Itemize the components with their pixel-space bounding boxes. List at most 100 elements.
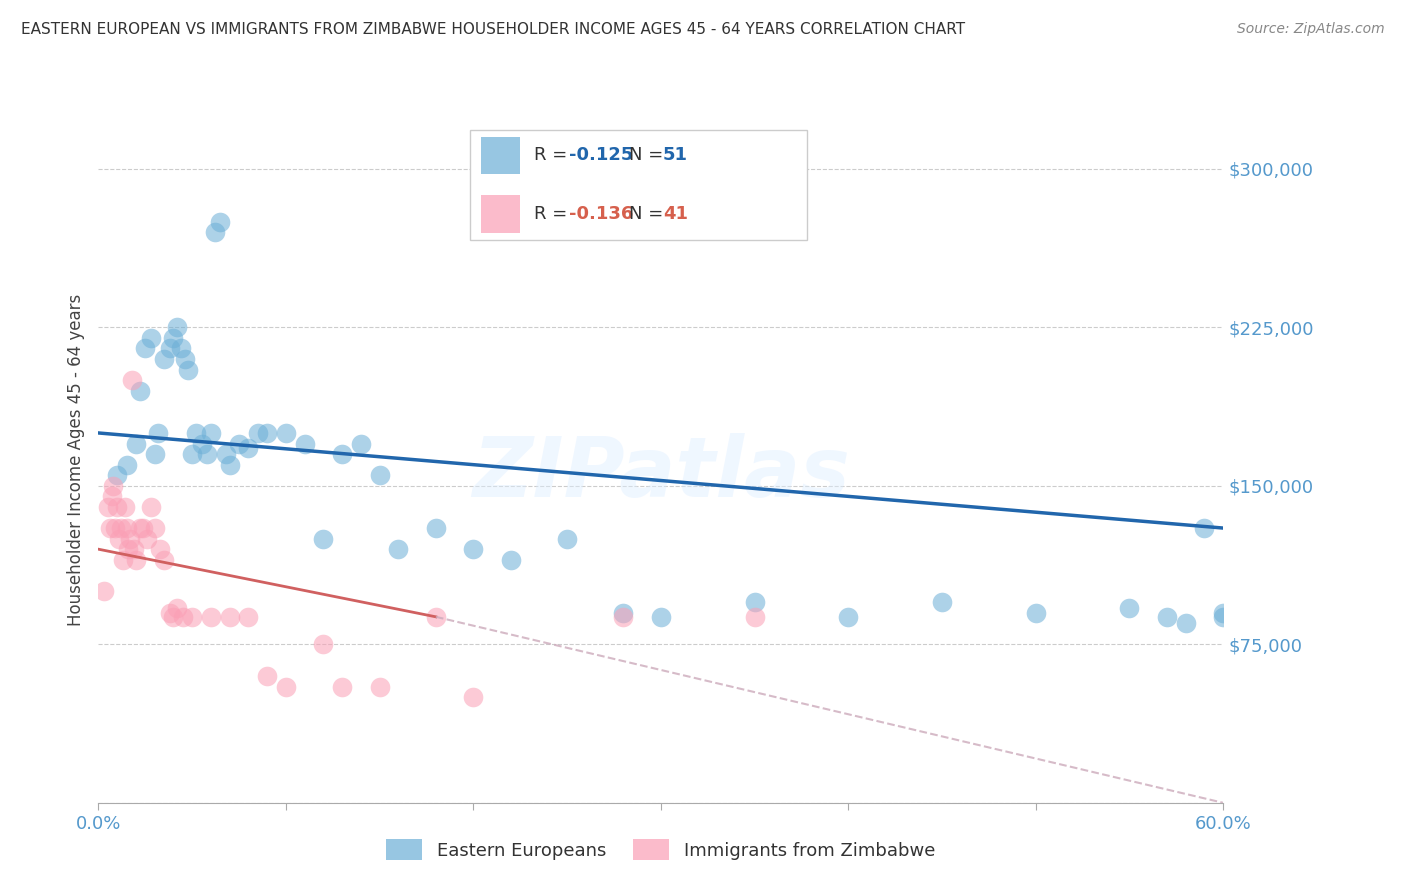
Point xyxy=(100,489,122,503)
Point xyxy=(110,521,132,535)
Point xyxy=(139,500,162,514)
Point xyxy=(159,606,181,620)
Point xyxy=(612,606,634,620)
Point xyxy=(218,610,240,624)
Point xyxy=(122,542,145,557)
Point xyxy=(166,320,188,334)
Point xyxy=(159,342,181,356)
Point xyxy=(228,436,250,450)
Point xyxy=(463,542,485,557)
Point xyxy=(368,468,391,483)
Point xyxy=(1212,606,1234,620)
Text: R =: R = xyxy=(534,146,572,164)
Point xyxy=(330,680,353,694)
Text: R =: R = xyxy=(534,205,572,223)
Point xyxy=(195,447,218,461)
Point xyxy=(108,532,131,546)
Point xyxy=(650,610,672,624)
Point xyxy=(98,521,121,535)
Point xyxy=(238,610,260,624)
Point xyxy=(162,610,184,624)
Point xyxy=(117,542,139,557)
Point xyxy=(153,351,176,366)
Point xyxy=(190,436,212,450)
Point xyxy=(148,425,170,440)
Point xyxy=(387,542,409,557)
Text: N =: N = xyxy=(630,205,669,223)
Point xyxy=(166,601,188,615)
Legend: Eastern Europeans, Immigrants from Zimbabwe: Eastern Europeans, Immigrants from Zimba… xyxy=(377,830,945,870)
Point xyxy=(184,425,207,440)
Point xyxy=(218,458,240,472)
Point xyxy=(121,373,143,387)
Point xyxy=(744,610,766,624)
Point xyxy=(172,610,194,624)
Text: EASTERN EUROPEAN VS IMMIGRANTS FROM ZIMBABWE HOUSEHOLDER INCOME AGES 45 - 64 YEA: EASTERN EUROPEAN VS IMMIGRANTS FROM ZIMB… xyxy=(21,22,965,37)
Point xyxy=(1212,610,1234,624)
Point xyxy=(744,595,766,609)
Point xyxy=(1118,601,1140,615)
Point xyxy=(125,553,148,567)
Point xyxy=(425,521,447,535)
Text: ZIPatlas: ZIPatlas xyxy=(472,433,849,514)
Point xyxy=(136,532,159,546)
Point xyxy=(1156,610,1178,624)
Y-axis label: Householder Income Ages 45 - 64 years: Householder Income Ages 45 - 64 years xyxy=(66,293,84,625)
FancyBboxPatch shape xyxy=(481,195,520,233)
FancyBboxPatch shape xyxy=(481,136,520,174)
Point xyxy=(103,479,125,493)
Point xyxy=(256,669,278,683)
Point xyxy=(149,542,172,557)
Text: Source: ZipAtlas.com: Source: ZipAtlas.com xyxy=(1237,22,1385,37)
FancyBboxPatch shape xyxy=(470,129,807,240)
Point xyxy=(200,425,222,440)
Point xyxy=(111,553,134,567)
Point xyxy=(120,532,142,546)
Point xyxy=(368,680,391,694)
Point xyxy=(173,351,195,366)
Point xyxy=(115,521,138,535)
Point xyxy=(170,342,193,356)
Point xyxy=(93,584,115,599)
Point xyxy=(200,610,222,624)
Point xyxy=(105,468,128,483)
Point xyxy=(294,436,316,450)
Point xyxy=(312,532,335,546)
Point xyxy=(114,500,136,514)
Point xyxy=(204,225,226,239)
Point xyxy=(209,214,232,228)
Point xyxy=(555,532,578,546)
Point xyxy=(612,610,634,624)
Text: 51: 51 xyxy=(664,146,688,164)
Point xyxy=(931,595,953,609)
Point xyxy=(177,362,200,376)
Text: -0.125: -0.125 xyxy=(569,146,633,164)
Point xyxy=(128,521,150,535)
Point xyxy=(330,447,353,461)
Point xyxy=(1174,616,1197,631)
Point xyxy=(139,331,162,345)
Point xyxy=(105,500,128,514)
Point xyxy=(238,441,260,455)
Point xyxy=(104,521,127,535)
Point xyxy=(1194,521,1216,535)
Point xyxy=(274,680,297,694)
Point xyxy=(143,521,166,535)
Point xyxy=(125,436,148,450)
Point xyxy=(256,425,278,440)
Point xyxy=(463,690,485,705)
Point xyxy=(132,521,155,535)
Text: N =: N = xyxy=(630,146,669,164)
Point xyxy=(499,553,522,567)
Point xyxy=(350,436,373,450)
Point xyxy=(274,425,297,440)
Point xyxy=(425,610,447,624)
Point xyxy=(246,425,269,440)
Point xyxy=(215,447,238,461)
Point xyxy=(153,553,176,567)
Point xyxy=(837,610,859,624)
Point xyxy=(97,500,120,514)
Point xyxy=(181,610,204,624)
Point xyxy=(162,331,184,345)
Point xyxy=(143,447,166,461)
